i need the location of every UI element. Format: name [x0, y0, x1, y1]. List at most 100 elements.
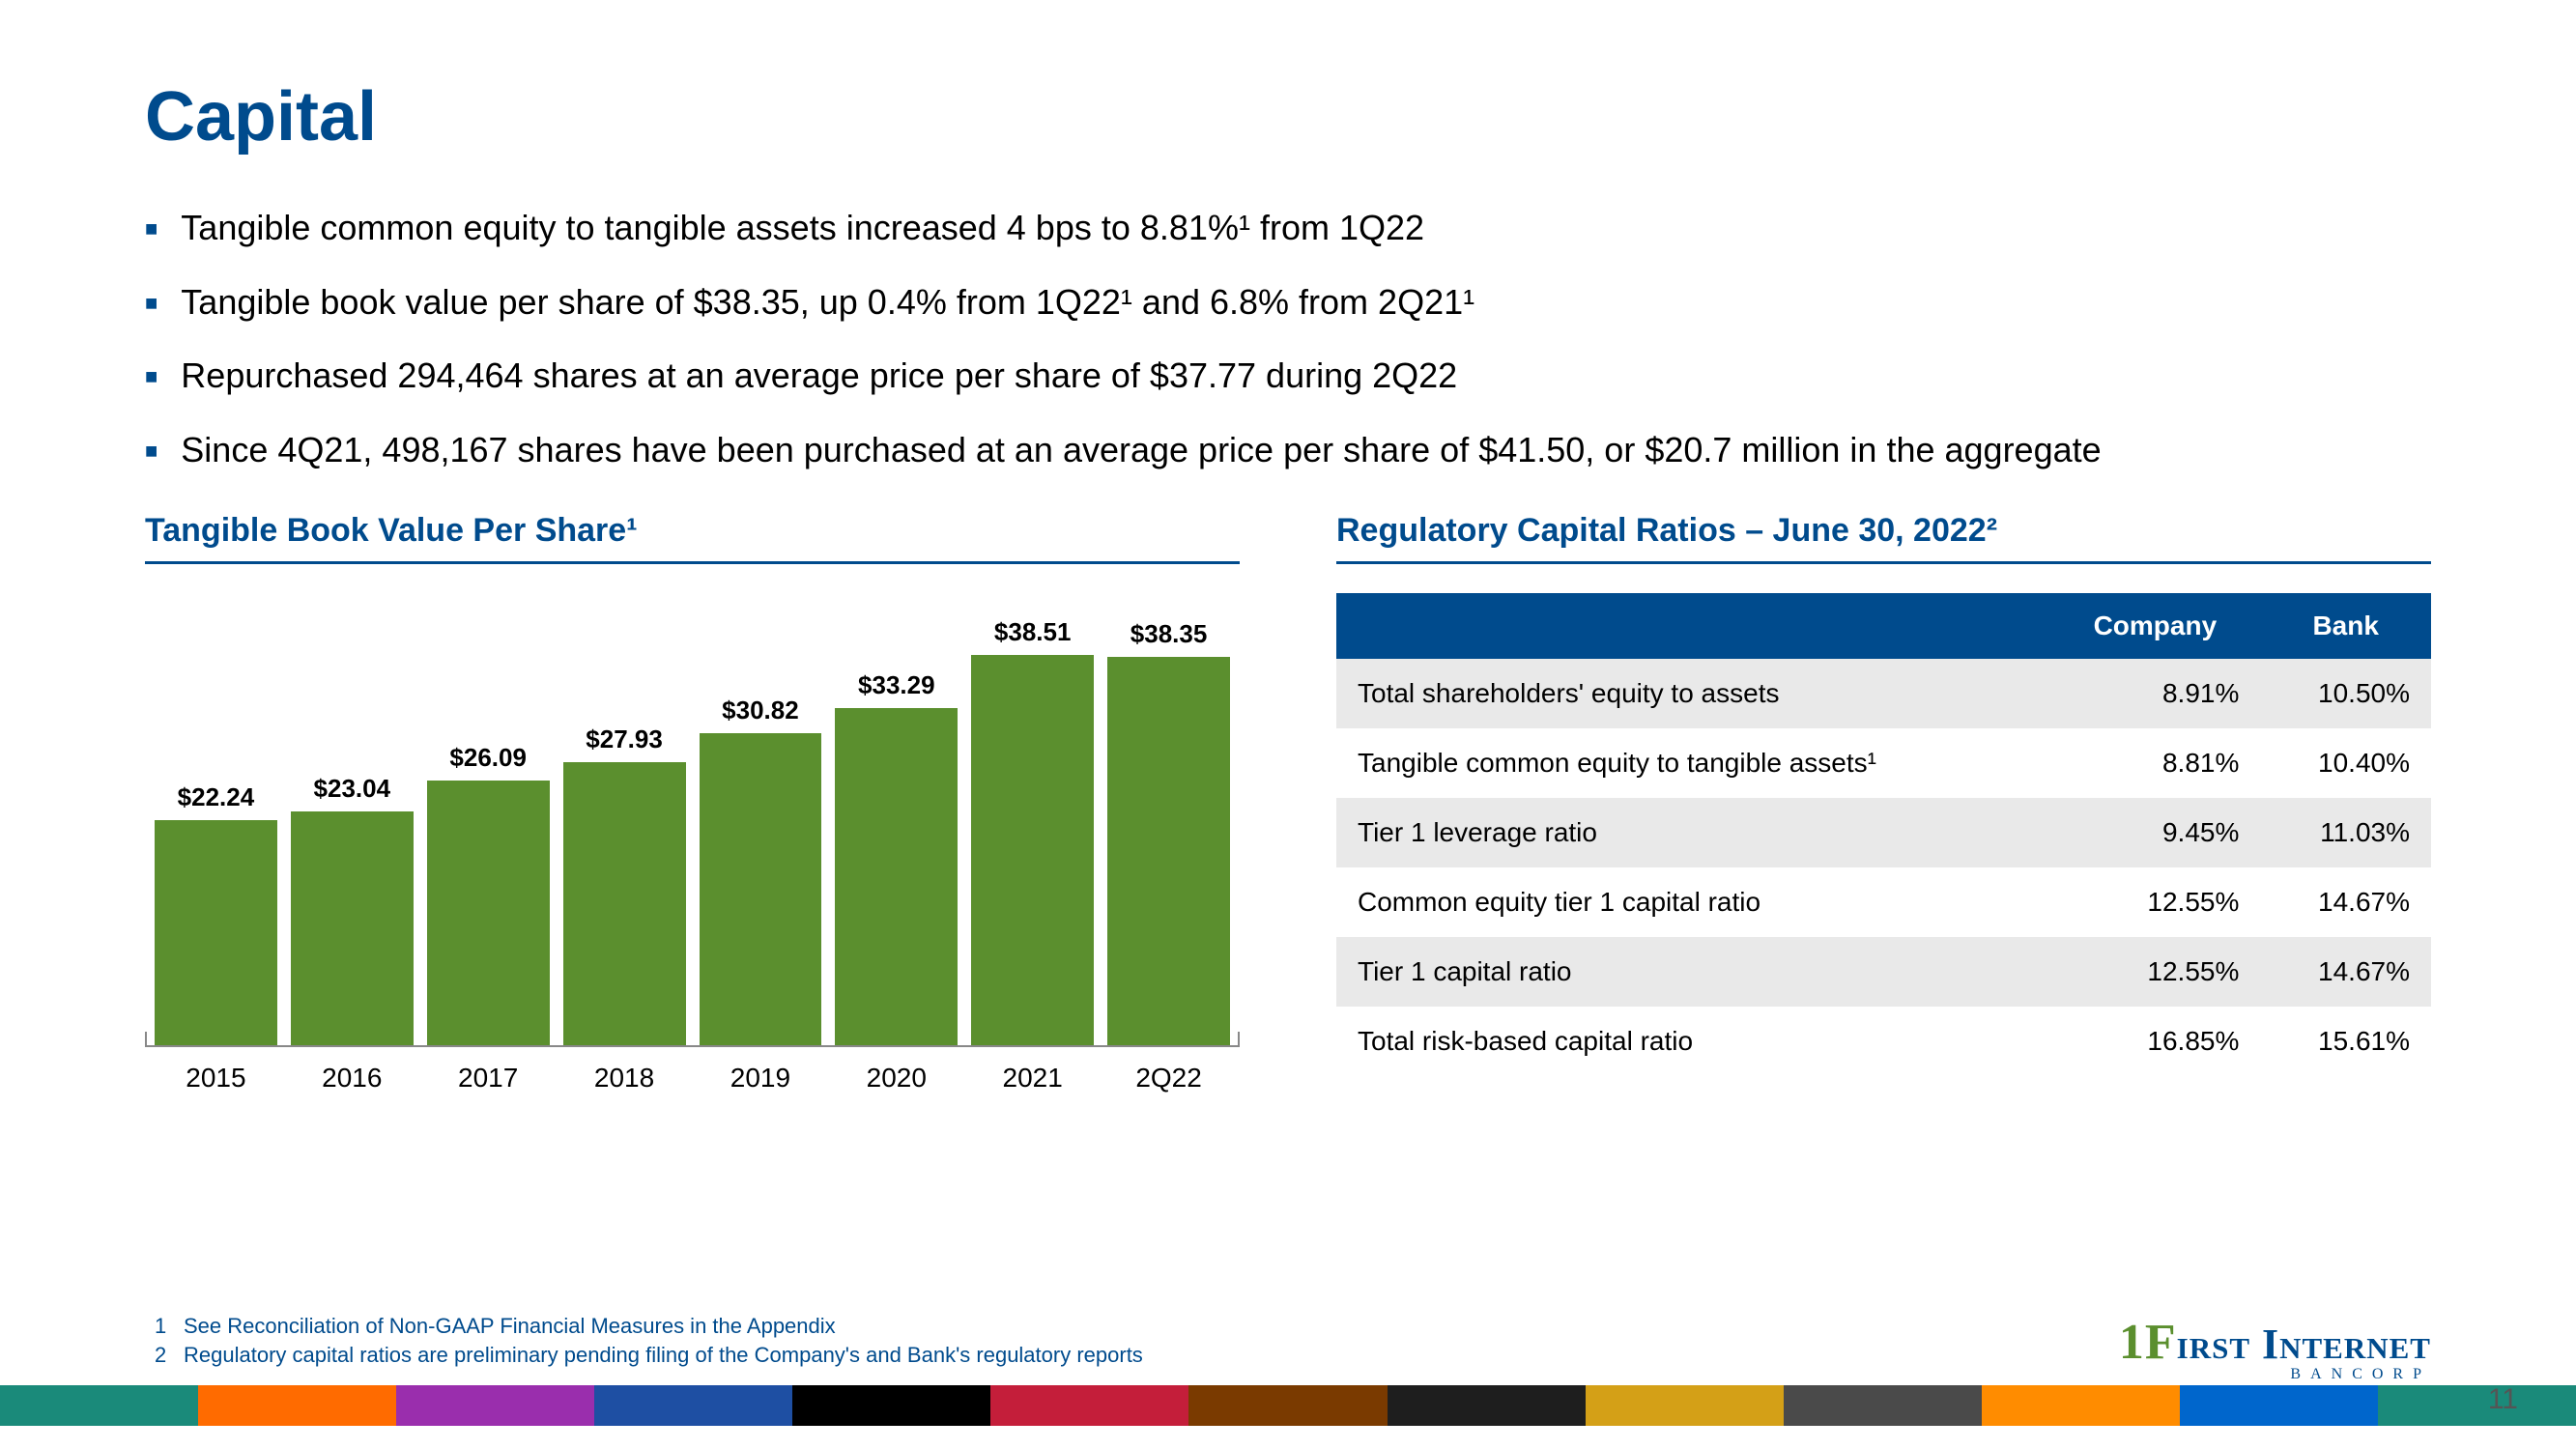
bullet-item: ■ Tangible book value per share of $38.35… [145, 279, 2431, 327]
bar-wrap: $38.51 [971, 617, 1094, 1045]
bar-wrap: $30.82 [700, 696, 822, 1046]
bullet-item: ■ Since 4Q21, 498,167 shares have been pu… [145, 427, 2431, 474]
table-cell: 8.91% [2049, 659, 2260, 728]
strip-segment [792, 1385, 990, 1426]
bar-wrap: $33.29 [835, 670, 958, 1046]
bar [1107, 657, 1230, 1046]
bar-value-label: $27.93 [586, 724, 663, 754]
table-cell: 11.03% [2260, 798, 2431, 867]
bullet-marker-icon: ■ [145, 214, 157, 243]
footnotes: 1See Reconciliation of Non-GAAP Financia… [155, 1314, 1143, 1372]
bar-value-label: $38.51 [994, 617, 1072, 647]
bar-wrap: $22.24 [155, 782, 277, 1046]
x-axis-label: 2017 [427, 1063, 550, 1094]
table-header-row: CompanyBank [1336, 593, 2431, 659]
strip-segment [990, 1385, 1188, 1426]
bar [700, 733, 822, 1046]
bullet-marker-icon: ■ [145, 437, 157, 466]
bar [291, 811, 414, 1045]
table-row: Common equity tier 1 capital ratio12.55%… [1336, 867, 2431, 937]
x-axis-label: 2015 [155, 1063, 277, 1094]
strip-segment [1188, 1385, 1387, 1426]
bullet-list: ■ Tangible common equity to tangible asse… [145, 205, 2431, 473]
bar-value-label: $26.09 [449, 743, 527, 773]
footnote-number: 2 [155, 1343, 184, 1368]
table-cell: Common equity tier 1 capital ratio [1336, 867, 2049, 937]
company-logo: 1First Internet BANCORP [2119, 1321, 2431, 1381]
table-cell: 14.67% [2260, 937, 2431, 1007]
x-axis-label: 2021 [971, 1063, 1094, 1094]
table-row: Tangible common equity to tangible asset… [1336, 728, 2431, 798]
strip-segment [1784, 1385, 1982, 1426]
strip-segment [1982, 1385, 2180, 1426]
bar-value-label: $22.24 [178, 782, 255, 812]
table-cell: 15.61% [2260, 1007, 2431, 1076]
chart-title: Tangible Book Value Per Share¹ [145, 512, 1240, 564]
x-axis-label: 2Q22 [1107, 1063, 1230, 1094]
bullet-text: Tangible book value per share of $38.35,… [181, 279, 1474, 327]
bar [835, 708, 958, 1046]
x-axis-labels: 20152016201720182019202020212Q22 [145, 1063, 1240, 1094]
bar [563, 762, 686, 1045]
bar-value-label: $30.82 [722, 696, 799, 725]
bar-chart: $22.24 $23.04 $26.09 $27.93 $30.82 $33.29 $38.… [145, 593, 1240, 1047]
bar-wrap: $23.04 [291, 774, 414, 1045]
table-cell: Total risk-based capital ratio [1336, 1007, 2049, 1076]
bar [427, 781, 550, 1045]
bullet-item: ■ Tangible common equity to tangible asse… [145, 205, 2431, 252]
page-title: Capital [145, 77, 2431, 156]
table-cell: 9.45% [2049, 798, 2260, 867]
decorative-strip [0, 1385, 2576, 1426]
table-row: Tier 1 leverage ratio9.45%11.03% [1336, 798, 2431, 867]
bar [971, 655, 1094, 1045]
strip-segment [2180, 1385, 2378, 1426]
bullet-marker-icon: ■ [145, 289, 157, 318]
logo-main: 1First Internet [2119, 1321, 2431, 1364]
table-cell: 10.40% [2260, 728, 2431, 798]
chart-panel: Tangible Book Value Per Share¹ $22.24 $23… [145, 512, 1240, 1094]
table-cell: Tier 1 leverage ratio [1336, 798, 2049, 867]
table-header-cell [1336, 593, 2049, 659]
strip-segment [1388, 1385, 1586, 1426]
bar-wrap: $38.35 [1107, 619, 1230, 1046]
table-header-cell: Company [2049, 593, 2260, 659]
bullet-item: ■ Repurchased 294,464 shares at an averag… [145, 353, 2431, 400]
table-cell: Total shareholders' equity to assets [1336, 659, 2049, 728]
strip-segment [1586, 1385, 1784, 1426]
table-row: Total risk-based capital ratio16.85%15.6… [1336, 1007, 2431, 1076]
table-row: Total shareholders' equity to assets8.91… [1336, 659, 2431, 728]
table-header-cell: Bank [2260, 593, 2431, 659]
table-cell: Tier 1 capital ratio [1336, 937, 2049, 1007]
bar-value-label: $38.35 [1131, 619, 1208, 649]
bar-value-label: $33.29 [858, 670, 935, 700]
bar-value-label: $23.04 [314, 774, 391, 804]
table-row: Tier 1 capital ratio12.55%14.67% [1336, 937, 2431, 1007]
x-axis-label: 2016 [291, 1063, 414, 1094]
table-cell: Tangible common equity to tangible asset… [1336, 728, 2049, 798]
table-cell: 12.55% [2049, 867, 2260, 937]
footnote: 1See Reconciliation of Non-GAAP Financia… [155, 1314, 1143, 1339]
bullet-text: Since 4Q21, 498,167 shares have been pur… [181, 427, 2101, 474]
x-axis-label: 2020 [835, 1063, 958, 1094]
strip-segment [396, 1385, 594, 1426]
bar-wrap: $26.09 [427, 743, 550, 1045]
table-cell: 14.67% [2260, 867, 2431, 937]
bar [155, 820, 277, 1046]
footnote: 2Regulatory capital ratios are prelimina… [155, 1343, 1143, 1368]
footnote-text: Regulatory capital ratios are preliminar… [184, 1343, 1143, 1367]
ratio-table: CompanyBank Total shareholders' equity t… [1336, 593, 2431, 1076]
bullet-marker-icon: ■ [145, 362, 157, 391]
table-title: Regulatory Capital Ratios – June 30, 202… [1336, 512, 2431, 564]
table-cell: 12.55% [2049, 937, 2260, 1007]
footnote-number: 1 [155, 1314, 184, 1339]
strip-segment [594, 1385, 792, 1426]
page-number: 11 [2488, 1383, 2518, 1416]
table-panel: Regulatory Capital Ratios – June 30, 202… [1336, 512, 2431, 1094]
x-axis-label: 2019 [700, 1063, 822, 1094]
table-cell: 8.81% [2049, 728, 2260, 798]
table-cell: 16.85% [2049, 1007, 2260, 1076]
slide: Capital ■ Tangible common equity to tangi… [0, 0, 2576, 1449]
bullet-text: Tangible common equity to tangible asset… [181, 205, 1424, 252]
bullet-text: Repurchased 294,464 shares at an average… [181, 353, 1457, 400]
footnote-text: See Reconciliation of Non-GAAP Financial… [184, 1314, 836, 1338]
